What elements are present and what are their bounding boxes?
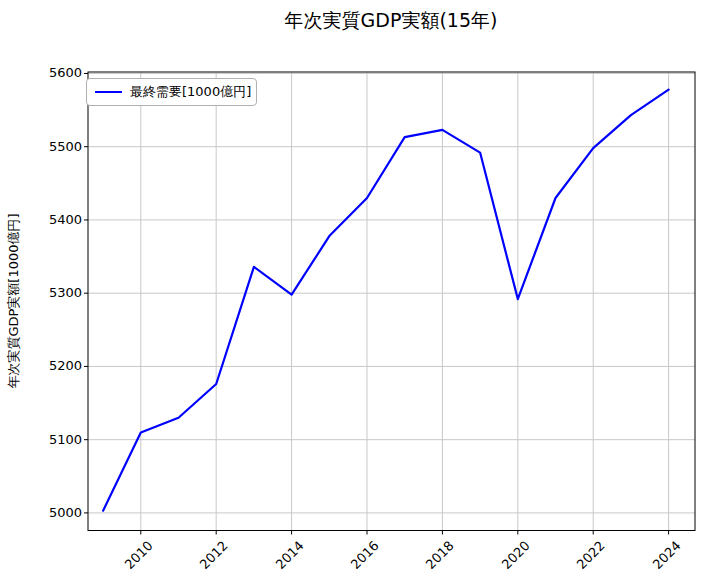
y-tick-label: 5200: [49, 358, 82, 374]
y-tick-label: 5000: [49, 505, 82, 521]
y-tick-label: 5100: [49, 432, 82, 448]
legend-label: 最終需要[1000億円]: [130, 83, 251, 101]
chart-figure: 年次実質GDP実額(15年) 年次実質GDP実額[1000億円] 2010201…: [0, 0, 703, 586]
y-tick-label: 5500: [49, 139, 82, 155]
y-tick-label: 5400: [49, 212, 82, 228]
y-tick-label: 5600: [49, 65, 82, 81]
legend-line-sample-icon: [95, 91, 122, 93]
plot-border: [88, 72, 695, 531]
gdp-data-line: [103, 90, 669, 511]
legend: 最終需要[1000億円]: [86, 78, 257, 106]
y-tick-label: 5300: [49, 285, 82, 301]
